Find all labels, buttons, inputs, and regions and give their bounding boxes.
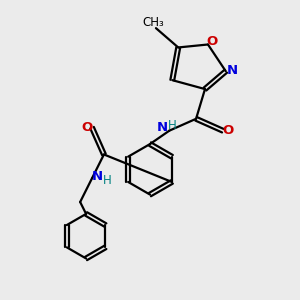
Text: N: N [92, 170, 103, 183]
Text: N: N [157, 121, 168, 134]
Text: O: O [222, 124, 233, 137]
Text: O: O [206, 35, 217, 48]
Text: N: N [227, 64, 238, 77]
Text: O: O [82, 121, 93, 134]
Text: CH₃: CH₃ [143, 16, 164, 29]
Text: H: H [168, 119, 177, 132]
Text: H: H [103, 174, 111, 187]
